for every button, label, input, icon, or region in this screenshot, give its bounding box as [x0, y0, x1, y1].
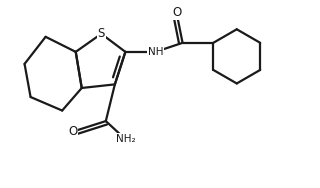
Text: NH₂: NH₂	[116, 134, 135, 144]
Text: S: S	[98, 27, 105, 40]
Text: O: O	[172, 6, 181, 19]
Text: O: O	[68, 125, 77, 138]
Text: NH: NH	[148, 47, 163, 57]
